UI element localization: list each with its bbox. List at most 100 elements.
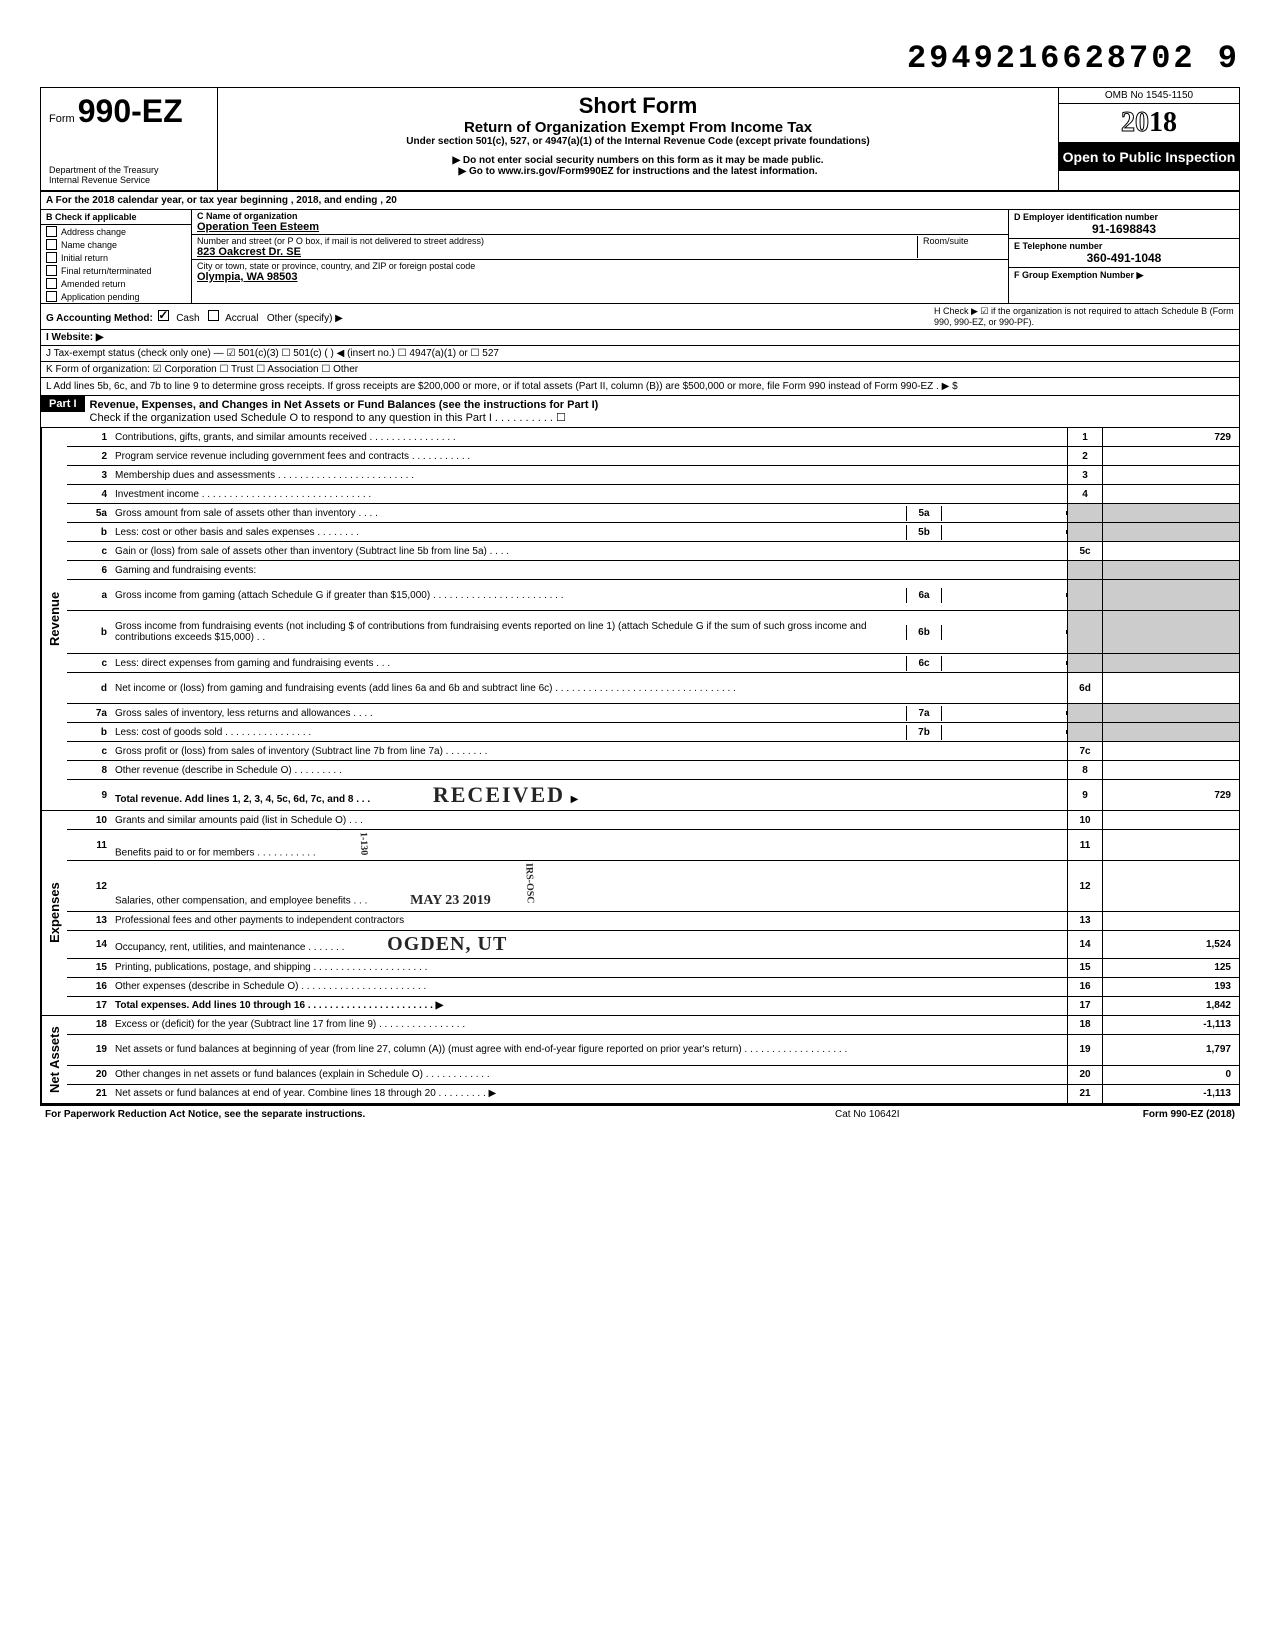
form-id: 990-EZ — [78, 93, 183, 129]
line-21: 21Net assets or fund balances at end of … — [67, 1085, 1239, 1103]
cash-label: Cash — [176, 313, 199, 324]
line-11: 11Benefits paid to or for members . . . … — [67, 830, 1239, 861]
line-7a: 7aGross sales of inventory, less returns… — [67, 704, 1239, 723]
tel-value: 360-491-1048 — [1014, 251, 1234, 265]
row-a-calendar-year: A For the 2018 calendar year, or tax yea… — [41, 192, 1239, 210]
form-footer: For Paperwork Reduction Act Notice, see … — [40, 1104, 1240, 1123]
line-6d: dNet income or (loss) from gaming and fu… — [67, 673, 1239, 704]
line-7b: bLess: cost of goods sold . . . . . . . … — [67, 723, 1239, 742]
line-6c: cLess: direct expenses from gaming and f… — [67, 654, 1239, 673]
netassets-side-label: Net Assets — [41, 1016, 67, 1103]
form-number: Form 990-EZ — [49, 93, 209, 130]
part1-badge: Part I — [41, 396, 85, 412]
gross-receipts-text: L Add lines 5b, 6c, and 7b to line 9 to … — [46, 381, 958, 392]
dept-treasury: Department of the Treasury — [49, 165, 209, 175]
stamp-code: 1-130 — [358, 832, 370, 856]
part1-title: Revenue, Expenses, and Changes in Net As… — [90, 399, 599, 411]
part1-header-row: Part I Revenue, Expenses, and Changes in… — [41, 396, 1239, 428]
check-amended[interactable]: Amended return — [41, 277, 191, 290]
col-d-identifiers: D Employer identification number 91-1698… — [1009, 210, 1239, 303]
part1-check-text: Check if the organization used Schedule … — [90, 412, 566, 424]
city-label: City or town, state or province, country… — [197, 261, 1003, 271]
row-h-schedule-b: H Check ▶ ☑ if the organization is not r… — [934, 306, 1234, 327]
check-cash[interactable] — [158, 310, 169, 321]
tracking-number: 2949216628702 9 — [40, 40, 1240, 77]
ein-value: 91-1698843 — [1014, 222, 1234, 236]
street-value: 823 Oakcrest Dr. SE — [197, 246, 917, 258]
stamp-ogden: OGDEN, UT — [387, 933, 507, 955]
expenses-side-label: Expenses — [41, 811, 67, 1015]
form-section-note: Under section 501(c), 527, or 4947(a)(1)… — [223, 136, 1053, 147]
open-public-badge: Open to Public Inspection — [1059, 143, 1239, 171]
line-5c: cGain or (loss) from sale of assets othe… — [67, 542, 1239, 561]
form-prefix: Form — [49, 113, 75, 125]
omb-number: OMB No 1545-1150 — [1059, 88, 1239, 104]
check-initial-return[interactable]: Initial return — [41, 251, 191, 264]
street-label: Number and street (or P O box, if mail i… — [197, 236, 917, 246]
room-label: Room/suite — [917, 236, 1003, 258]
row-l-gross-receipts: L Add lines 5b, 6c, and 7b to line 9 to … — [41, 378, 1239, 396]
revenue-side-label: Revenue — [41, 428, 67, 810]
city-value: Olympia, WA 98503 — [197, 271, 1003, 283]
check-final-return[interactable]: Final return/terminated — [41, 264, 191, 277]
line-5a: 5aGross amount from sale of assets other… — [67, 504, 1239, 523]
line-9: 9Total revenue. Add lines 1, 2, 3, 4, 5c… — [67, 780, 1239, 810]
org-name-label: C Name of organization — [197, 211, 1003, 221]
check-label: Initial return — [61, 253, 108, 263]
line-19: 19Net assets or fund balances at beginni… — [67, 1035, 1239, 1066]
org-name: Operation Teen Esteem — [197, 221, 1003, 233]
tel-label: E Telephone number — [1014, 241, 1234, 251]
stamp-irs-osc: IRS-OSC — [523, 863, 535, 904]
check-accrual[interactable] — [208, 310, 219, 321]
tax-status-text: J Tax-exempt status (check only one) — ☑… — [46, 348, 499, 359]
form-header: Form 990-EZ Department of the Treasury I… — [41, 88, 1239, 192]
line-5b: bLess: cost or other basis and sales exp… — [67, 523, 1239, 542]
check-application-pending[interactable]: Application pending — [41, 290, 191, 303]
section-bcd: B Check if applicable Address change Nam… — [41, 210, 1239, 304]
form-note1: ▶ Do not enter social security numbers o… — [223, 155, 1053, 166]
line-15: 15Printing, publications, postage, and s… — [67, 959, 1239, 978]
line-7c: cGross profit or (loss) from sales of in… — [67, 742, 1239, 761]
group-label: F Group Exemption Number ▶ — [1014, 270, 1234, 281]
check-address-change[interactable]: Address change — [41, 225, 191, 238]
col-b-header: B Check if applicable — [41, 210, 191, 225]
col-c-org-info: C Name of organization Operation Teen Es… — [192, 210, 1009, 303]
other-specify-label: Other (specify) ▶ — [267, 313, 343, 324]
line-17: 17Total expenses. Add lines 10 through 1… — [67, 997, 1239, 1015]
line-13: 13Professional fees and other payments t… — [67, 912, 1239, 931]
check-label: Amended return — [61, 279, 126, 289]
line-3: 3Membership dues and assessments . . . .… — [67, 466, 1239, 485]
check-label: Final return/terminated — [61, 266, 152, 276]
accrual-label: Accrual — [225, 313, 258, 324]
check-label: Application pending — [61, 292, 140, 302]
line-18: 18Excess or (deficit) for the year (Subt… — [67, 1016, 1239, 1035]
form-990ez-container: Form 990-EZ Department of the Treasury I… — [40, 87, 1240, 1104]
form-subtitle: Return of Organization Exempt From Incom… — [223, 119, 1053, 136]
row-j-tax-status: J Tax-exempt status (check only one) — ☑… — [41, 346, 1239, 362]
row-i-website: I Website: ▶ — [41, 330, 1239, 346]
form-year: 2018 — [1059, 104, 1239, 143]
line-16: 16Other expenses (describe in Schedule O… — [67, 978, 1239, 997]
footer-catno: Cat No 10642I — [835, 1109, 1035, 1120]
line-14: 14Occupancy, rent, utilities, and mainte… — [67, 931, 1239, 959]
expenses-section: Expenses 10Grants and similar amounts pa… — [41, 811, 1239, 1016]
row-k-form-org: K Form of organization: ☑ Corporation ☐ … — [41, 362, 1239, 378]
line-6a: aGross income from gaming (attach Schedu… — [67, 580, 1239, 611]
check-label: Name change — [61, 240, 117, 250]
check-name-change[interactable]: Name change — [41, 238, 191, 251]
ein-label: D Employer identification number — [1014, 212, 1234, 222]
form-title: Short Form — [223, 93, 1053, 119]
calendar-year-text: A For the 2018 calendar year, or tax yea… — [46, 195, 397, 206]
footer-formid: Form 990-EZ (2018) — [1035, 1109, 1235, 1120]
accounting-method-label: G Accounting Method: — [46, 313, 153, 324]
dept-irs: Internal Revenue Service — [49, 175, 209, 185]
line-10: 10Grants and similar amounts paid (list … — [67, 811, 1239, 830]
line-1: 1Contributions, gifts, grants, and simil… — [67, 428, 1239, 447]
line-8: 8Other revenue (describe in Schedule O) … — [67, 761, 1239, 780]
col-b-checkboxes: B Check if applicable Address change Nam… — [41, 210, 192, 303]
revenue-section: Revenue 1Contributions, gifts, grants, a… — [41, 428, 1239, 811]
check-label: Address change — [61, 227, 126, 237]
netassets-section: Net Assets 18Excess or (deficit) for the… — [41, 1016, 1239, 1103]
form-org-text: K Form of organization: ☑ Corporation ☐ … — [46, 364, 358, 375]
stamp-date: MAY 23 2019 — [410, 893, 491, 908]
